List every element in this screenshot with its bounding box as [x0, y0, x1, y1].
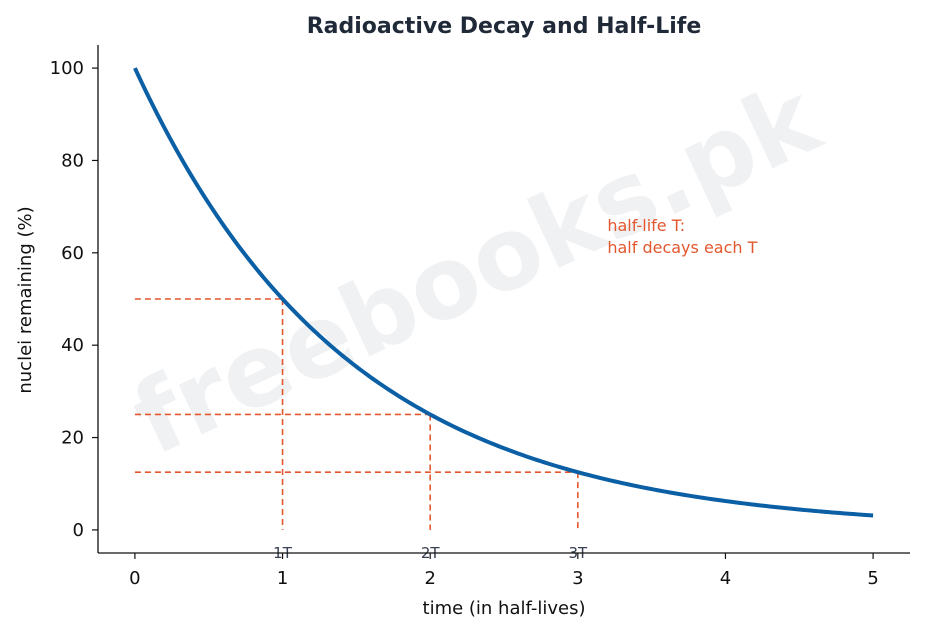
x-tick-label: 2	[424, 568, 435, 589]
decay-curve-line	[133, 67, 874, 518]
annotation-line: half-life T:	[607, 216, 685, 235]
watermark: freebooks.pk	[116, 58, 838, 478]
chart-title: Radioactive Decay and Half-Life	[307, 14, 702, 39]
x-tick-label: 5	[867, 568, 878, 589]
x-axis-label: time (in half-lives)	[423, 598, 586, 619]
y-tick-label: 20	[61, 428, 84, 449]
annotation: half-life T: half decays each T	[607, 216, 757, 257]
y-tick-label: 0	[73, 520, 84, 541]
x-ticks: 0 1 2 3 4 5	[129, 553, 879, 589]
y-axis-label: nuclei remaining (%)	[15, 206, 36, 393]
plot-area: 1T2T3T	[133, 67, 874, 562]
x-tick-label: 4	[720, 568, 731, 589]
y-ticks: 0 20 40 60 80 100	[50, 58, 98, 541]
x-tick-label: 3	[572, 568, 583, 589]
y-tick-label: 60	[61, 243, 84, 264]
x-tick-label: 0	[129, 568, 140, 589]
y-tick-label: 40	[61, 335, 84, 356]
annotation-line: half decays each T	[607, 238, 757, 257]
y-tick-label: 100	[50, 58, 84, 79]
y-tick-label: 80	[61, 150, 84, 171]
x-tick-label: 1	[277, 568, 288, 589]
